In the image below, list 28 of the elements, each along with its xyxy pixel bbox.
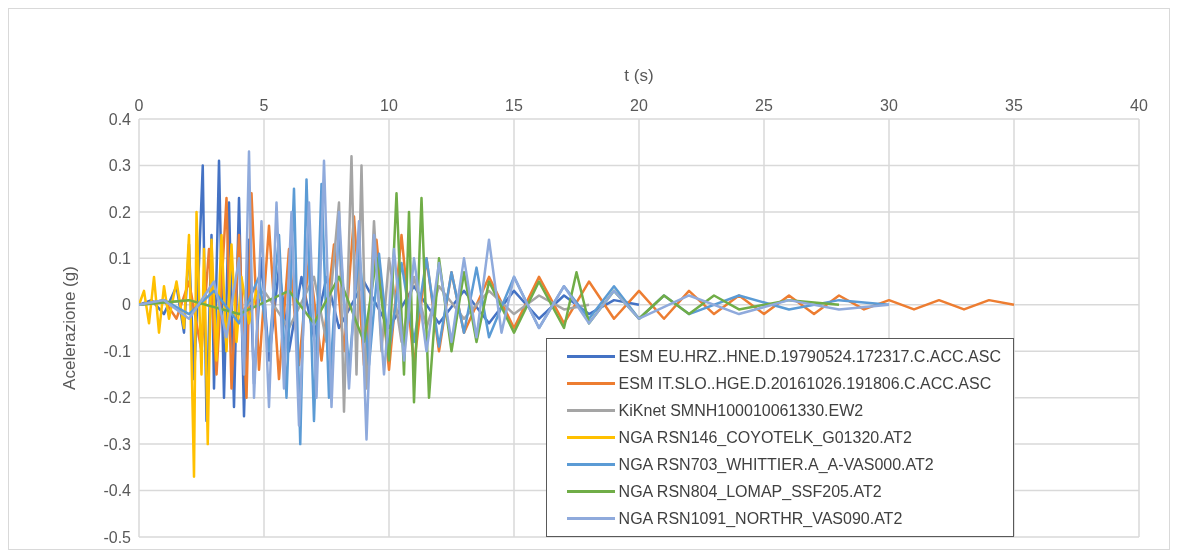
y-tick-label: -0.4: [103, 482, 132, 500]
y-tick-label: 0: [122, 296, 132, 314]
x-tick-label: 35: [1005, 97, 1023, 114]
legend-label: NGA RSN804_LOMAP_SSF205.AT2: [618, 482, 882, 501]
legend-label: ESM IT.SLO..HGE.D.20161026.191806.C.ACC.ASC: [618, 374, 992, 393]
legend-label: KiKnet SMNH100010061330.EW2: [618, 401, 864, 420]
x-tick-label: 15: [505, 97, 523, 114]
y-tick-label: 0.2: [108, 203, 132, 221]
x-axis-title: t (s): [624, 66, 654, 86]
legend-label: NGA RSN1091_NORTHR_VAS090.AT2: [618, 509, 903, 528]
legend-label: NGA RSN703_WHITTIER.A_A-VAS000.AT2: [618, 455, 934, 474]
x-tick-label: 30: [880, 97, 898, 114]
y-tick-label: 0.3: [108, 157, 132, 175]
x-tick-label: 40: [1130, 97, 1148, 114]
legend-label: NGA RSN146_COYOTELK_G01320.AT2: [618, 428, 912, 447]
x-tick-label: 5: [259, 97, 269, 114]
x-tick-label: 20: [630, 97, 648, 114]
legend-label: ESM EU.HRZ..HNE.D.19790524.172317.C.ACC.ASC: [618, 347, 1001, 366]
y-tick-label: -0.5: [103, 528, 132, 546]
x-tick-label: 25: [755, 97, 773, 114]
y-tick-label: -0.1: [103, 342, 132, 360]
y-axis-title: Acelerazione (g): [60, 266, 80, 390]
y-tick-label: 0.4: [108, 110, 132, 128]
x-tick-label: 0: [134, 97, 144, 114]
y-tick-label: -0.3: [103, 435, 132, 453]
y-tick-label: 0.1: [108, 250, 132, 268]
y-tick-label: -0.2: [103, 389, 132, 407]
x-tick-label: 10: [380, 97, 398, 114]
